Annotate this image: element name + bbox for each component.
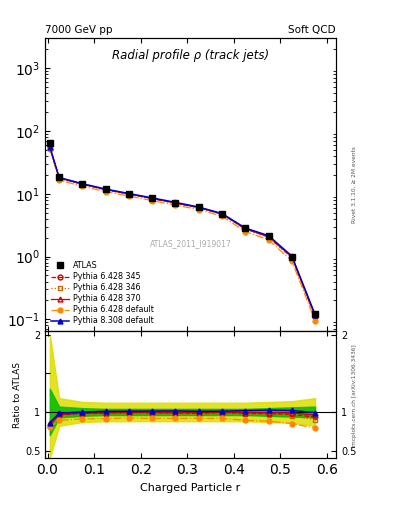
Legend: ATLAS, Pythia 6.428 345, Pythia 6.428 346, Pythia 6.428 370, Pythia 6.428 defaul: ATLAS, Pythia 6.428 345, Pythia 6.428 34… — [49, 260, 155, 327]
Text: Soft QCD: Soft QCD — [288, 25, 336, 35]
Text: mcplots.cern.ch [arXiv:1306.3436]: mcplots.cern.ch [arXiv:1306.3436] — [352, 344, 357, 445]
Text: Rivet 3.1.10, ≥ 2M events: Rivet 3.1.10, ≥ 2M events — [352, 146, 357, 223]
Text: Radial profile ρ (track jets): Radial profile ρ (track jets) — [112, 49, 269, 61]
Text: ATLAS_2011_I919017: ATLAS_2011_I919017 — [150, 239, 231, 248]
Text: 7000 GeV pp: 7000 GeV pp — [45, 25, 113, 35]
Y-axis label: Ratio to ATLAS: Ratio to ATLAS — [13, 361, 22, 428]
X-axis label: Charged Particle r: Charged Particle r — [140, 483, 241, 493]
